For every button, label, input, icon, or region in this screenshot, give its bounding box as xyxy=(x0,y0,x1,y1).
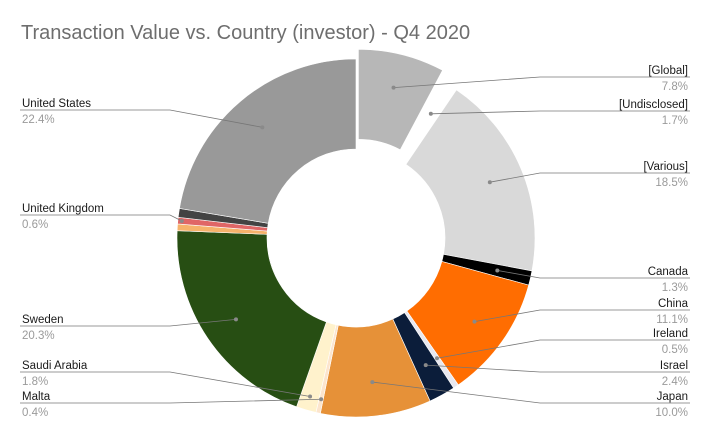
slice-labels: [Global] 7.8% [Undisclosed] 1.7% [Various] 18… xyxy=(22,65,689,419)
slice-label-saudi-arabia: Saudi Arabia xyxy=(22,360,88,372)
slice-label-japan: Japan xyxy=(657,391,688,403)
leader-line-japan xyxy=(372,381,690,404)
slice-value-japan: 10.0% xyxy=(655,407,688,419)
leader-line-ireland xyxy=(436,339,690,359)
leader-line-various xyxy=(489,172,690,183)
leader-dot-undisclosed xyxy=(428,111,433,116)
leader-dot-sweden xyxy=(233,317,238,322)
slice-label-ireland: Ireland xyxy=(653,328,688,340)
leader-line-canada xyxy=(497,270,690,279)
slice-value-saudi-arabia: 1.8% xyxy=(22,376,48,388)
slice-value-israel: 2.4% xyxy=(662,376,688,388)
leader-dot-canada xyxy=(495,268,500,273)
chart-title: Transaction Value vs. Country (investor)… xyxy=(21,22,471,44)
slice-label-china: China xyxy=(658,298,689,310)
slice-label-undisclosed: [Undisclosed] xyxy=(619,99,688,111)
leader-dot-japan xyxy=(370,380,375,385)
slice-value-ireland: 0.5% xyxy=(662,344,688,356)
leader-dot-various xyxy=(487,180,492,185)
slice-label-united-states: United States xyxy=(22,98,91,110)
slice-label-israel: Israel xyxy=(660,360,688,372)
leader-dot-united-states xyxy=(260,125,265,130)
slice-label-united-kingdom: United Kingdom xyxy=(22,203,104,215)
leader-line-sweden xyxy=(20,318,237,327)
slice-value-china: 11.1% xyxy=(656,314,688,326)
slice-value-malta: 0.4% xyxy=(22,407,48,419)
leader-line-saudi-arabia xyxy=(20,371,311,397)
leader-dot-united-kingdom xyxy=(179,219,184,224)
leader-line-global xyxy=(393,76,690,89)
slice-label-sweden: Sweden xyxy=(22,314,64,326)
slice-value-various: 18.5% xyxy=(655,177,688,189)
leader-dot-ireland xyxy=(434,356,439,361)
leader-dot-israel xyxy=(423,363,428,368)
leader-dot-china xyxy=(472,319,477,324)
leader-dot-malta xyxy=(319,397,324,402)
slice-label-canada: Canada xyxy=(648,266,689,278)
slice-label-various: [Various] xyxy=(643,161,688,173)
slice-value-sweden: 20.3% xyxy=(22,330,55,342)
slice-united-states xyxy=(179,58,357,224)
leader-line-united-states xyxy=(20,109,263,128)
slice-value-global: 7.8% xyxy=(662,81,688,93)
slice-value-canada: 1.3% xyxy=(662,282,688,294)
slice-label-global: [Global] xyxy=(648,65,688,77)
leader-dot-global xyxy=(391,85,396,90)
slice-various xyxy=(405,89,536,272)
leader-line-malta xyxy=(20,398,322,404)
slice-value-undisclosed: 1.7% xyxy=(662,115,688,127)
donut-slices xyxy=(176,48,536,418)
slice-global xyxy=(358,48,443,151)
slice-sweden xyxy=(176,230,327,408)
slice-label-malta: Malta xyxy=(22,391,51,403)
leader-line-israel xyxy=(425,364,690,373)
leader-lines xyxy=(20,76,690,404)
slice-value-united-states: 22.4% xyxy=(22,114,55,126)
slice-value-united-kingdom: 0.6% xyxy=(22,219,48,231)
leader-line-united-kingdom xyxy=(20,214,183,222)
leader-line-china xyxy=(474,309,690,322)
leader-dot-saudi-arabia xyxy=(308,394,313,399)
leader-line-undisclosed xyxy=(430,110,690,115)
